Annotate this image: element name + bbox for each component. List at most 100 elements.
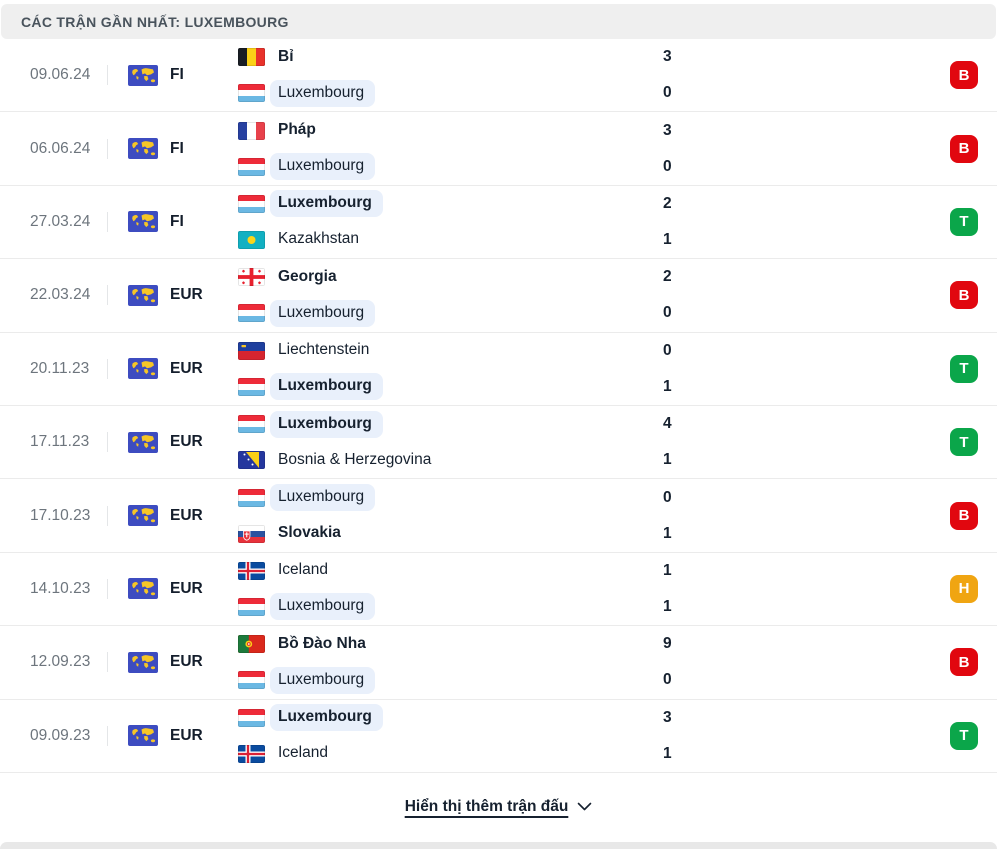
- score-cell: 1 1: [663, 554, 723, 623]
- world-map-icon: [128, 358, 158, 380]
- home-team-score: 3: [663, 708, 672, 726]
- away-team-name: Luxembourg: [270, 79, 376, 107]
- world-map-icon: [128, 651, 158, 673]
- match-date: 12.09.23: [30, 653, 91, 671]
- teams-cell: Luxembourg Iceland: [238, 701, 663, 770]
- away-team-name: Luxembourg: [270, 593, 376, 621]
- match-row[interactable]: 12.09.23 EUR Bồ Đào Nha: [0, 626, 997, 700]
- away-team: Luxembourg: [238, 590, 663, 623]
- home-team: Bỉ: [238, 41, 663, 74]
- score-cell: 9 0: [663, 628, 723, 697]
- away-team-flag-icon: [238, 744, 265, 763]
- away-team-name: Luxembourg: [270, 299, 376, 327]
- away-team-flag-icon: [238, 157, 265, 176]
- home-team-score: 3: [663, 48, 672, 66]
- home-team: Liechtenstein: [238, 334, 663, 367]
- match-row[interactable]: 09.09.23 EUR Luxembourg: [0, 699, 997, 773]
- away-team-score: 0: [663, 304, 672, 322]
- home-team-score: 1: [663, 561, 672, 579]
- column-divider: [107, 578, 108, 599]
- match-row[interactable]: 14.10.23 EUR Iceland: [0, 552, 997, 627]
- home-team-score: 3: [663, 121, 672, 139]
- teams-cell: Bỉ Luxembourg: [238, 41, 663, 110]
- match-row[interactable]: 17.11.23 EUR Luxembourg: [0, 405, 997, 480]
- away-team-name: Luxembourg: [270, 666, 376, 694]
- competition-label: FI: [170, 66, 184, 84]
- section-title: CÁC TRẬN GẦN NHẤT: LUXEMBOURG: [21, 13, 289, 30]
- home-team-name: Liechtenstein: [278, 341, 370, 359]
- away-team-score: 1: [663, 451, 672, 469]
- match-date: 06.06.24: [30, 139, 91, 157]
- match-date: 09.06.24: [30, 66, 91, 84]
- show-more-link[interactable]: Hiển thị thêm trận đấu: [405, 798, 593, 816]
- competition-label: EUR: [170, 726, 203, 744]
- teams-cell: Luxembourg Bosnia & Herzegovina: [238, 408, 663, 477]
- home-team-name: Bỉ: [278, 47, 294, 65]
- result-badge: B: [950, 134, 978, 163]
- away-team-name: Luxembourg: [270, 373, 383, 401]
- result-badge: B: [950, 61, 978, 90]
- match-row[interactable]: 09.06.24 FI Bỉ Luxemb: [0, 39, 997, 113]
- next-section-strip: [0, 841, 997, 849]
- away-team-score: 0: [663, 157, 672, 175]
- home-team-name: Luxembourg: [270, 704, 383, 732]
- home-team-name: Bồ Đào Nha: [278, 634, 366, 652]
- home-team: Iceland: [238, 554, 663, 587]
- match-row[interactable]: 27.03.24 FI Luxembourg: [0, 185, 997, 260]
- home-team-score: 2: [663, 268, 672, 286]
- score-cell: 4 1: [663, 408, 723, 477]
- column-divider: [107, 652, 108, 673]
- result-badge: B: [950, 648, 978, 677]
- teams-cell: Georgia Luxembourg: [238, 261, 663, 330]
- competition-cell: EUR: [128, 431, 238, 453]
- world-map-icon: [128, 284, 158, 306]
- match-row[interactable]: 17.10.23 EUR Luxembourg: [0, 479, 997, 553]
- competition-label: EUR: [170, 579, 203, 597]
- competition-cell: EUR: [128, 505, 238, 527]
- competition-label: EUR: [170, 359, 203, 377]
- competition-cell: FI: [128, 211, 238, 233]
- match-date: 27.03.24: [30, 212, 91, 230]
- score-cell: 2 0: [663, 261, 723, 330]
- home-team-name: Iceland: [278, 561, 328, 579]
- home-team-flag-icon: [238, 121, 265, 140]
- competition-cell: FI: [128, 64, 238, 86]
- result-badge: B: [950, 501, 978, 530]
- column-divider: [107, 65, 108, 86]
- away-team-flag-icon: [238, 671, 265, 690]
- home-team-flag-icon: [238, 488, 265, 507]
- match-row[interactable]: 22.03.24 EUR Georgia: [0, 259, 997, 333]
- competition-cell: EUR: [128, 284, 238, 306]
- away-team: Luxembourg: [238, 664, 663, 697]
- teams-cell: Liechtenstein Luxembourg: [238, 334, 663, 403]
- match-row[interactable]: 06.06.24 FI Pháp Luxe: [0, 112, 997, 186]
- match-date: 22.03.24: [30, 286, 91, 304]
- teams-cell: Luxembourg Slovakia: [238, 481, 663, 550]
- result-badge: T: [950, 354, 978, 383]
- score-cell: 2 1: [663, 187, 723, 256]
- home-team-name: Luxembourg: [270, 484, 376, 512]
- home-team-flag-icon: [238, 561, 265, 580]
- world-map-icon: [128, 211, 158, 233]
- away-team: Luxembourg: [238, 370, 663, 403]
- home-team-score: 2: [663, 194, 672, 212]
- home-team-flag-icon: [238, 708, 265, 727]
- competition-cell: EUR: [128, 651, 238, 673]
- column-divider: [107, 358, 108, 379]
- competition-cell: EUR: [128, 578, 238, 600]
- away-team: Bosnia & Herzegovina: [238, 444, 663, 477]
- away-team-name: Slovakia: [278, 524, 341, 542]
- world-map-icon: [128, 578, 158, 600]
- home-team-name: Georgia: [278, 267, 337, 285]
- competition-label: EUR: [170, 433, 203, 451]
- home-team-flag-icon: [238, 415, 265, 434]
- home-team-flag-icon: [238, 268, 265, 287]
- competition-cell: FI: [128, 138, 238, 160]
- home-team-score: 9: [663, 635, 672, 653]
- home-team-flag-icon: [238, 341, 265, 360]
- teams-cell: Pháp Luxembourg: [238, 114, 663, 183]
- away-team: Luxembourg: [238, 297, 663, 330]
- match-date: 14.10.23: [30, 579, 91, 597]
- away-team-score: 1: [663, 524, 672, 542]
- match-row[interactable]: 20.11.23 EUR Liechtenstein: [0, 332, 997, 406]
